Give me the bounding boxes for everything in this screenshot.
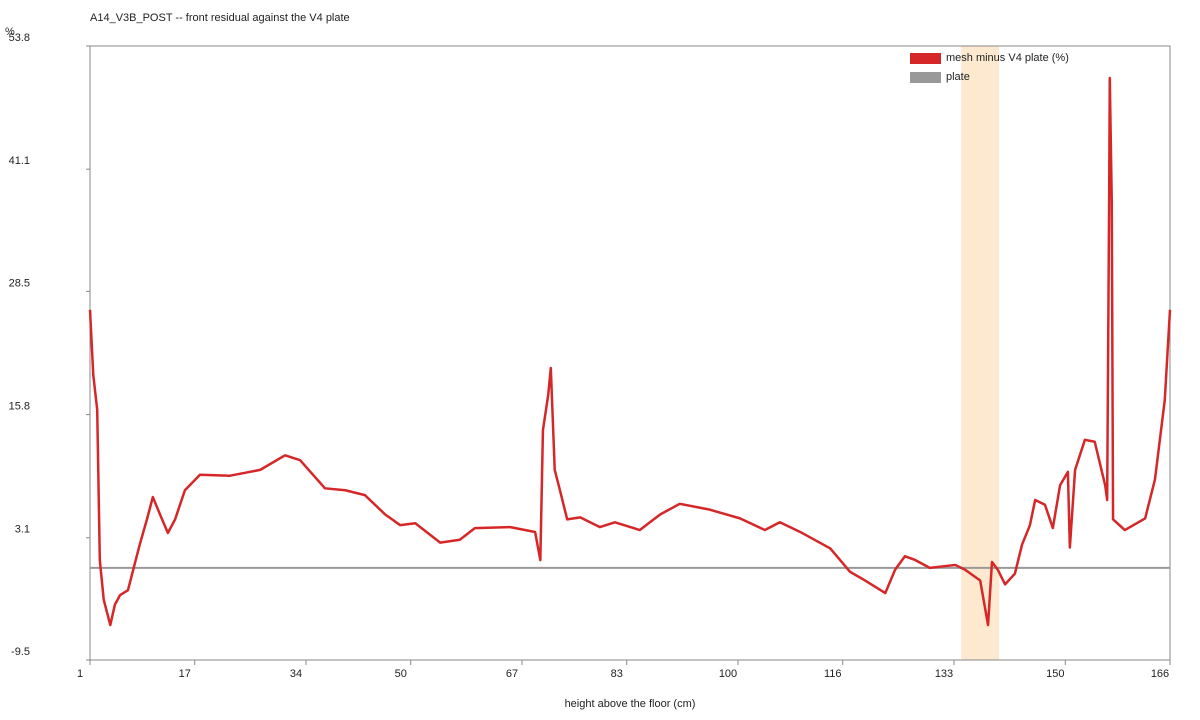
y-tick-label: 41.1 bbox=[9, 155, 30, 167]
x-tick-label: 100 bbox=[719, 668, 737, 680]
chart-title: A14_V3B_POST -- front residual against t… bbox=[90, 12, 350, 24]
x-tick-label: 166 bbox=[1151, 668, 1169, 680]
x-tick-label: 34 bbox=[290, 668, 302, 680]
data-line bbox=[88, 76, 1172, 627]
legend-label: plate bbox=[946, 71, 970, 83]
highlight-band bbox=[961, 46, 1000, 660]
y-tick-label: 28.5 bbox=[9, 277, 30, 289]
plot-frame bbox=[89, 45, 1171, 661]
x-tick-label: 83 bbox=[611, 668, 623, 680]
x-tick-label: 116 bbox=[824, 668, 842, 680]
x-tick-label: 17 bbox=[179, 668, 191, 680]
y-tick-label: 53.8 bbox=[9, 32, 30, 44]
x-tick-label: 150 bbox=[1046, 668, 1064, 680]
legend-swatch bbox=[910, 72, 941, 83]
y-tick-label: 15.8 bbox=[9, 401, 30, 413]
x-tick-label: 50 bbox=[395, 668, 407, 680]
x-tick-label: 1 bbox=[77, 668, 83, 680]
y-tick-label: -9.5 bbox=[11, 646, 30, 658]
x-tick-label: 133 bbox=[935, 668, 953, 680]
x-tick-label: 67 bbox=[506, 668, 518, 680]
legend-swatch bbox=[910, 53, 941, 64]
y-tick-label: 3.1 bbox=[15, 524, 30, 536]
x-axis-label: height above the floor (cm) bbox=[565, 698, 696, 710]
legend-label: mesh minus V4 plate (%) bbox=[946, 52, 1069, 64]
y-axis-label: % bbox=[5, 26, 15, 38]
